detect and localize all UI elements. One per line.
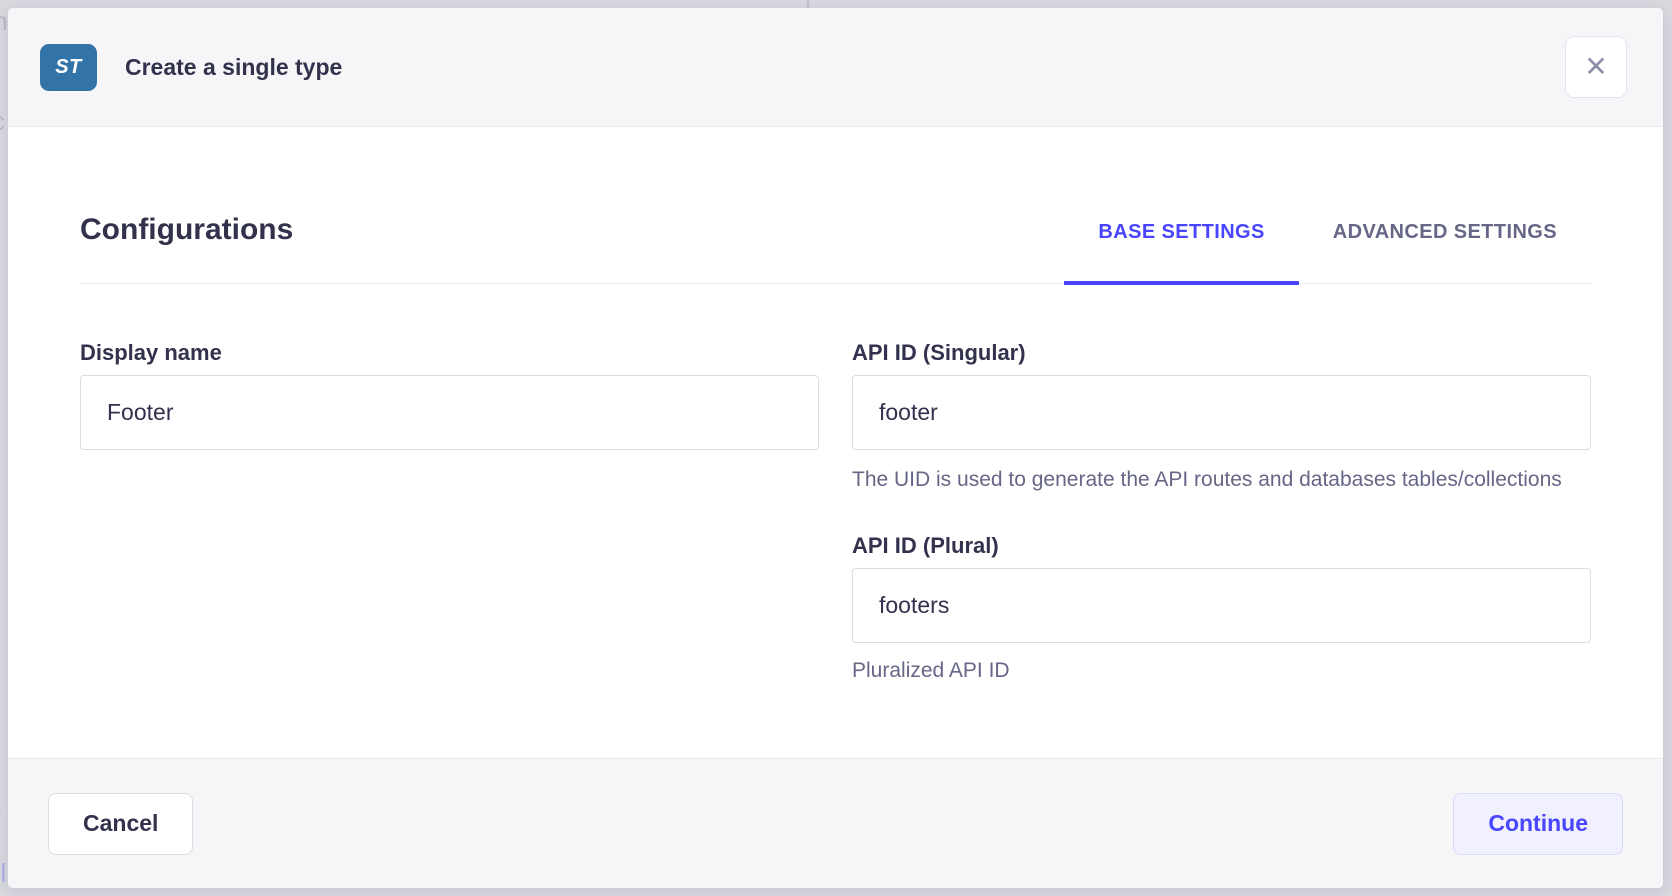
- display-name-label: Display name: [80, 340, 222, 365]
- configurations-form: Display name API ID (Singular) The UID i…: [80, 340, 1591, 686]
- configurations-header-row: Configurations BASE SETTINGS ADVANCED SE…: [80, 213, 1591, 285]
- background-page-fragment: ≡: [0, 634, 10, 665]
- api-id-plural-input[interactable]: [852, 568, 1591, 643]
- left-column: Display name: [80, 340, 819, 686]
- background-page-fragment: n: [0, 486, 10, 517]
- cancel-button[interactable]: Cancel: [48, 792, 194, 855]
- api-id-singular-field-group: API ID (Singular) The UID is used to gen…: [852, 340, 1591, 495]
- modal-header: ST Create a single type ✕: [8, 8, 1663, 127]
- close-button[interactable]: ✕: [1565, 36, 1627, 98]
- api-id-singular-label: API ID (Singular): [852, 340, 1026, 365]
- api-id-plural-field-group: API ID (Plural) Pluralized API ID: [852, 533, 1591, 686]
- background-page-fragment: a: [0, 786, 10, 817]
- close-icon: ✕: [1584, 51, 1608, 82]
- api-id-plural-hint: Pluralized API ID: [852, 659, 1010, 682]
- background-page-strip: mticertynt≡tael: [0, 0, 10, 896]
- display-name-field-group: Display name: [80, 340, 819, 450]
- modal-body: Configurations BASE SETTINGS ADVANCED SE…: [8, 127, 1663, 758]
- tab-base-settings[interactable]: BASE SETTINGS: [1064, 221, 1300, 285]
- tab-advanced-settings[interactable]: ADVANCED SETTINGS: [1332, 221, 1557, 243]
- background-page-fragment: e: [0, 182, 10, 213]
- single-type-badge-label: ST: [55, 55, 82, 78]
- right-column: API ID (Singular) The UID is used to gen…: [852, 340, 1591, 686]
- api-id-singular-input[interactable]: [852, 375, 1591, 450]
- create-single-type-modal: ST Create a single type ✕ Configurations…: [8, 8, 1663, 888]
- background-page-divider: [807, 0, 809, 8]
- api-id-plural-label: API ID (Plural): [852, 533, 999, 558]
- modal-title: Create a single type: [125, 53, 343, 80]
- continue-button[interactable]: Continue: [1453, 792, 1623, 855]
- background-page-fragment: el: [0, 858, 7, 888]
- modal-footer: Cancel Continue: [8, 758, 1663, 888]
- single-type-badge-icon: ST: [40, 43, 97, 91]
- api-id-singular-hint: The UID is used to generate the API rout…: [852, 468, 1562, 491]
- configurations-heading: Configurations: [80, 213, 294, 246]
- background-page-fragment: m: [0, 6, 10, 37]
- settings-tabs: BASE SETTINGS ADVANCED SETTINGS: [1064, 221, 1591, 285]
- background-page-fragment: ic: [0, 106, 10, 137]
- display-name-input[interactable]: [80, 375, 819, 450]
